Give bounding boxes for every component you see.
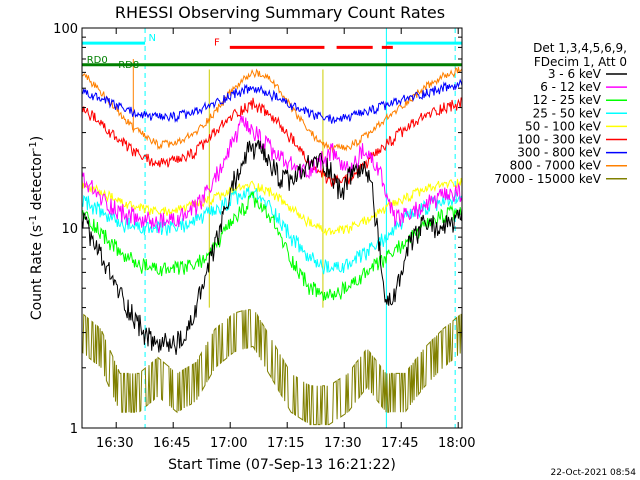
y-axis-label-mid: detector — [29, 151, 45, 215]
x-tick-label-1: 16:45 — [153, 436, 190, 451]
series-line-0 — [81, 139, 463, 355]
x-tick-label-0: 16:30 — [96, 436, 133, 451]
y-axis-label-sup2: -1 — [28, 141, 39, 151]
state-label-f: F — [214, 37, 220, 48]
series-line-5 — [81, 97, 463, 187]
x-tick-label-5: 17:45 — [381, 436, 418, 451]
x-axis-label: Start Time (07-Sep-13 16:21:22) — [168, 457, 396, 473]
y-tick-label-0: 1 — [70, 422, 78, 437]
x-tick-label-4: 17:30 — [324, 436, 361, 451]
state-label-rd0: RD0 — [87, 55, 108, 66]
series-line-7 — [82, 66, 463, 154]
series-line-1 — [81, 115, 463, 234]
y-axis-label-end: ) — [29, 136, 45, 141]
legend-label-2: 12 - 25 keV — [533, 93, 602, 107]
legend-label-8: 7000 - 15000 keV — [494, 172, 601, 186]
series-line-8 — [81, 309, 463, 426]
legend-label-7: 800 - 7000 keV — [510, 159, 602, 173]
series-line-6 — [81, 78, 463, 124]
series-lines — [81, 66, 463, 426]
legend-label-1: 6 - 12 keV — [540, 80, 602, 94]
legend-label-3: 25 - 50 keV — [533, 106, 602, 120]
series-line-3 — [81, 187, 463, 275]
x-tick-label-6: 18:00 — [438, 436, 475, 451]
legend-header-1: Det 1,3,4,5,6,9, — [533, 41, 627, 55]
y-axis-label-sup1: -1 — [28, 215, 39, 225]
chart-title: RHESSI Observing Summary Count Rates — [115, 3, 445, 22]
x-tick-label-3: 17:15 — [267, 436, 304, 451]
y-tick-label-2: 100 — [53, 22, 78, 37]
y-axis-label-main: Count Rate (s — [29, 225, 45, 320]
y-tick-label-1: 10 — [61, 222, 78, 237]
state-label-rd8: RD8 — [118, 60, 139, 71]
series-line-2 — [81, 191, 463, 301]
x-axis: 16:30 16:45 17:00 17:15 17:30 17:45 18:00 — [96, 28, 476, 451]
state-label-n: N — [149, 33, 156, 44]
footer-date: 22-Oct-2021 08:54 — [551, 468, 637, 478]
legend: Det 1,3,4,5,6,9, FDecim 1, Att 0 3 - 6 k… — [494, 41, 627, 186]
y-axis-label: Count Rate (s-1 detector-1) — [28, 136, 45, 320]
y-axis: 1 10 100 — [53, 22, 462, 437]
x-tick-label-2: 17:00 — [210, 436, 247, 451]
legend-header-2: FDecim 1, Att 0 — [534, 55, 627, 69]
state-bars: N F RD0 RD8 — [82, 33, 462, 71]
legend-label-0: 3 - 6 keV — [548, 67, 602, 81]
legend-label-5: 100 - 300 keV — [517, 133, 601, 147]
series-line-4 — [81, 177, 463, 236]
legend-label-6: 300 - 800 keV — [517, 146, 601, 160]
legend-label-4: 50 - 100 keV — [525, 119, 602, 133]
